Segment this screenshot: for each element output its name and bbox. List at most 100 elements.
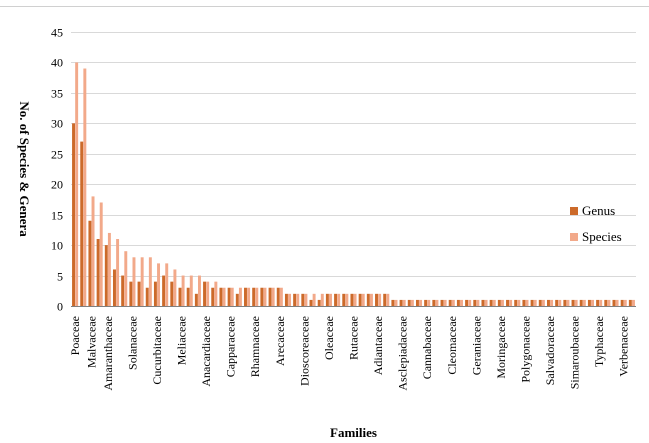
bar-genus <box>506 299 509 306</box>
bar-genus <box>604 299 608 306</box>
bar-species <box>500 299 504 306</box>
bar-species <box>451 299 455 306</box>
bar-species <box>255 287 259 306</box>
bar-genus <box>456 299 460 306</box>
bar-genus <box>162 275 166 306</box>
bar-species <box>386 293 390 306</box>
x-tick-label: Cucurbitaceae <box>150 316 164 385</box>
y-tick-label: 0 <box>57 300 63 314</box>
bar-species <box>419 299 423 306</box>
x-tick-label: Anacardiaceae <box>199 316 213 387</box>
y-tick-label: 40 <box>51 56 63 70</box>
bar-species <box>509 299 513 306</box>
bar-genus <box>546 299 550 306</box>
bar-species <box>75 62 79 306</box>
x-tick-label: Rutaceae <box>347 316 361 360</box>
bar-genus <box>334 293 338 306</box>
bar-genus <box>596 299 600 306</box>
bar-genus <box>219 287 223 306</box>
bar-species <box>631 299 635 306</box>
bar-genus <box>563 299 567 306</box>
bar-species <box>173 269 177 306</box>
x-tick-label: Meliaceae <box>175 316 189 365</box>
y-tick-label: 10 <box>51 239 63 253</box>
x-tick-label: Arecaceae <box>273 316 287 366</box>
x-tick-label: Salvadoraceae <box>543 316 557 385</box>
bar-species <box>132 257 136 306</box>
bars <box>72 62 635 307</box>
x-tick-label: Malvaceae <box>84 316 98 368</box>
bar-genus <box>72 123 76 306</box>
x-tick-label: Rhamnaceae <box>248 316 262 377</box>
legend-label-species: Species <box>582 229 622 244</box>
bar-genus <box>514 299 518 306</box>
bar-genus <box>194 293 198 306</box>
bar-species <box>271 287 275 306</box>
bar-genus <box>465 299 469 306</box>
bar-genus <box>358 293 362 306</box>
bar-species <box>99 202 103 306</box>
bar-species <box>345 293 349 306</box>
bar-genus <box>375 293 378 306</box>
bar-genus <box>538 299 542 306</box>
y-tick-labels: 0 5 10 15 20 25 30 35 40 45 <box>51 26 63 314</box>
x-tick-label: Cannabaceae <box>420 316 434 379</box>
legend-swatch-genus <box>570 207 578 215</box>
bar-genus <box>104 245 108 306</box>
y-tick-label: 30 <box>51 117 63 131</box>
x-tick-label: Solanaceae <box>125 316 139 370</box>
y-tick-label: 15 <box>51 209 63 223</box>
bar-genus <box>473 299 477 306</box>
bar-species <box>91 196 95 306</box>
bar-species <box>607 299 611 306</box>
bar-species <box>574 299 578 306</box>
bar-species <box>533 299 537 306</box>
bar-species <box>198 275 201 306</box>
bar-species <box>492 299 496 306</box>
bar-genus <box>178 287 182 306</box>
bar-genus <box>186 287 190 306</box>
x-tick-label: Adiantaceae <box>371 316 385 375</box>
bar-genus <box>489 299 493 306</box>
bar-genus <box>555 299 559 306</box>
bar-genus <box>350 293 354 306</box>
bar-species <box>550 299 554 306</box>
bar-genus <box>579 299 583 306</box>
bar-genus <box>153 281 157 306</box>
bar-species <box>468 299 472 306</box>
bar-genus <box>342 293 346 306</box>
y-tick-label: 20 <box>51 178 63 192</box>
bar-genus <box>571 299 575 306</box>
bar-genus <box>244 287 247 306</box>
bar-species <box>435 299 439 306</box>
bar-species <box>582 299 586 306</box>
bar-species <box>296 293 300 306</box>
bar-species <box>615 299 619 306</box>
bar-genus <box>587 299 591 306</box>
x-tick-label: Typhaceae <box>592 316 606 367</box>
bar-species <box>116 239 120 306</box>
x-tick-label: Capparaceae <box>224 316 238 377</box>
bar-genus <box>440 299 444 306</box>
bar-genus <box>145 287 149 306</box>
bar-genus <box>448 299 452 306</box>
bar-species <box>263 287 267 306</box>
bar-genus <box>497 299 501 306</box>
bar-species <box>394 299 398 306</box>
x-tick-label: Verbenaceae <box>617 316 631 377</box>
bar-genus <box>129 281 133 306</box>
bar-genus <box>211 287 215 306</box>
bar-species <box>214 281 218 306</box>
bar-species <box>623 299 627 306</box>
bar-species <box>427 299 431 306</box>
x-tick-label: Simaroubaceae <box>568 316 582 389</box>
bar-genus <box>415 299 419 306</box>
bar-genus <box>268 287 272 306</box>
bar-species <box>247 287 251 306</box>
bar-species <box>189 275 193 306</box>
bar-genus <box>121 275 125 306</box>
x-tick-label: Oleaceae <box>322 316 336 360</box>
x-tick-label: Moringaceae <box>494 316 508 379</box>
bar-species <box>165 263 169 306</box>
